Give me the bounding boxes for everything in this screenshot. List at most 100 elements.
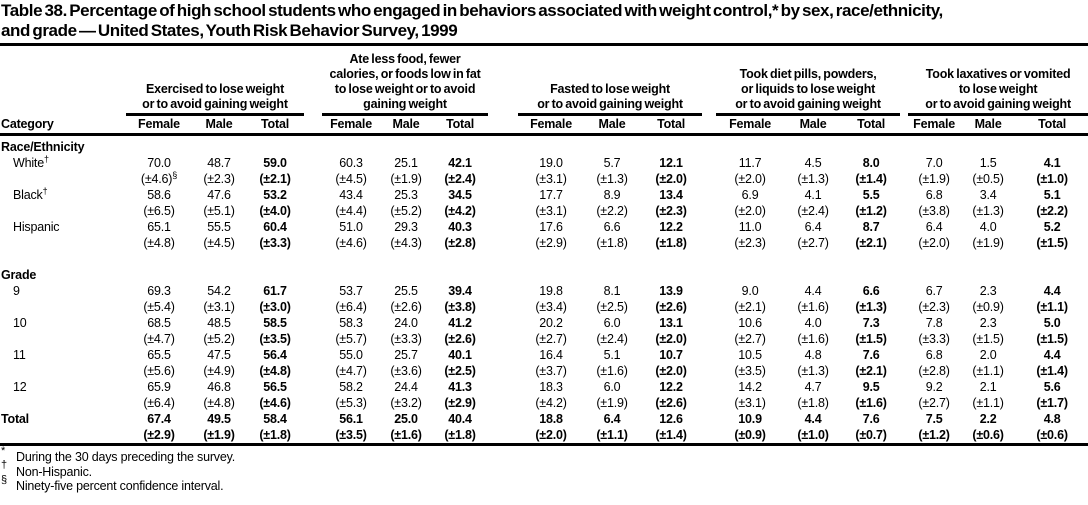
confidence-interval: (±5.1)	[203, 204, 235, 218]
percent-value: 4.1	[804, 188, 822, 202]
percent-value: 5.7	[603, 156, 621, 170]
confidence-interval: (±2.1)	[855, 364, 887, 378]
value-cell: 46.8 (±4.8)	[192, 379, 246, 411]
column-gap	[900, 46, 908, 115]
col-header-total: Total	[640, 114, 703, 136]
confidence-interval: (±2.3)	[655, 204, 687, 218]
column-gap	[304, 114, 323, 136]
percent-value: 16.4	[539, 348, 563, 362]
data-row-10: 10 68.5 (±4.7) 48.5 (±5.2) 58.5 (±3.5) 58.3 (±5.…	[0, 315, 1088, 347]
value-cell: 60.3 (±4.5)	[322, 155, 380, 187]
confidence-interval: (±2.6)	[655, 300, 687, 314]
value-cell: 8.7 (±2.1)	[842, 219, 900, 251]
confidence-interval: (±2.0)	[918, 236, 950, 250]
footnote-text: Non-Hispanic.	[16, 464, 92, 479]
value-cell: 6.0 (±1.9)	[584, 379, 640, 411]
column-gap	[488, 219, 518, 251]
statistics-table: Exercised to lose weight or to avoid gai…	[0, 46, 1088, 443]
percent-value: 5.0	[1043, 316, 1061, 330]
confidence-interval: (±1.0)	[1036, 172, 1068, 186]
percent-value: 49.5	[207, 412, 231, 426]
percent-value: 25.5	[394, 284, 418, 298]
confidence-interval: (±2.4)	[444, 172, 476, 186]
value-cell: 4.0 (±1.9)	[960, 219, 1016, 251]
percent-value: 7.6	[862, 412, 880, 426]
value-cell: 4.1 (±2.4)	[784, 187, 842, 219]
confidence-interval: (±4.2)	[444, 204, 476, 218]
confidence-interval: (±2.0)	[655, 172, 687, 186]
value-cell: 7.6 (±2.1)	[842, 347, 900, 379]
column-group-laxatives: Took laxatives or vomited to lose weight…	[908, 46, 1088, 116]
value-cell: 47.6 (±5.1)	[192, 187, 246, 219]
confidence-interval: (±2.3)	[734, 236, 766, 250]
confidence-interval: (±1.6)	[596, 364, 628, 378]
confidence-interval: (±1.1)	[1036, 300, 1068, 314]
confidence-interval: (±1.9)	[918, 172, 950, 186]
value-cell: 2.2 (±0.6)	[960, 411, 1016, 443]
percent-value: 41.3	[448, 380, 472, 394]
percent-value: 5.2	[1043, 220, 1061, 234]
confidence-interval: (±2.0)	[655, 364, 687, 378]
value-cell: 4.4 (±1.4)	[1016, 347, 1088, 379]
percent-value: 4.8	[1043, 412, 1061, 426]
value-cell: 9.5 (±1.6)	[842, 379, 900, 411]
value-cell: 40.3 (±2.8)	[432, 219, 488, 251]
row-label: 10	[13, 316, 27, 330]
col-header-female: Female	[322, 114, 381, 136]
value-cell: 39.4 (±3.8)	[432, 283, 488, 315]
percent-value: 18.8	[539, 412, 563, 426]
percent-value: 61.7	[263, 284, 287, 298]
column-gap	[900, 347, 908, 379]
footnote-text: During the 30 days preceding the survey.	[16, 450, 235, 464]
column-gap	[304, 379, 322, 411]
column-gap	[900, 283, 908, 315]
col-header-female: Female	[716, 114, 785, 136]
confidence-interval: (±5.2)	[390, 204, 422, 218]
percent-value: 2.3	[979, 284, 997, 298]
percent-value: 10.6	[738, 316, 762, 330]
confidence-interval: (±1.6)	[797, 332, 829, 346]
percent-value: 58.3	[339, 316, 363, 330]
percent-value: 53.2	[263, 188, 287, 202]
confidence-interval: (±3.8)	[444, 300, 476, 314]
confidence-interval: (±1.9)	[596, 396, 628, 410]
confidence-interval: (±3.5)	[259, 332, 291, 346]
column-group-ate-less: Ate less food, fewer calories, or foods …	[322, 46, 489, 116]
column-gap	[900, 379, 908, 411]
column-gap	[702, 379, 716, 411]
percent-value: 41.2	[448, 316, 472, 330]
column-gap	[900, 187, 908, 219]
column-gap	[488, 155, 518, 187]
value-cell: 3.4 (±1.3)	[960, 187, 1016, 219]
confidence-interval: (±3.1)	[535, 204, 567, 218]
percent-value: 40.1	[448, 348, 472, 362]
row-label: 12	[13, 380, 27, 394]
value-cell: 29.3 (±4.3)	[380, 219, 432, 251]
value-cell: 17.6 (±2.9)	[518, 219, 584, 251]
percent-value: 51.0	[339, 220, 363, 234]
col-header-total: Total	[246, 114, 305, 136]
value-cell: 5.6 (±1.7)	[1016, 379, 1088, 411]
confidence-interval: (±4.5)	[335, 172, 367, 186]
percent-value: 55.0	[339, 348, 363, 362]
value-cell: 47.5 (±4.9)	[192, 347, 246, 379]
confidence-interval: (±2.3)	[918, 300, 950, 314]
percent-value: 12.2	[659, 380, 683, 394]
value-cell: 8.9 (±2.2)	[584, 187, 640, 219]
col-header-female: Female	[908, 114, 961, 136]
confidence-interval: (±4.8)	[143, 236, 175, 250]
percent-value: 6.4	[804, 220, 822, 234]
percent-value: 65.1	[147, 220, 171, 234]
confidence-interval: (±2.8)	[444, 236, 476, 250]
confidence-interval: (±1.1)	[972, 396, 1004, 410]
percent-value: 47.6	[207, 188, 231, 202]
confidence-interval: (±3.1)	[203, 300, 235, 314]
confidence-interval: (±5.4)	[143, 300, 175, 314]
value-cell: 7.0 (±1.9)	[908, 155, 960, 187]
percent-value: 29.3	[394, 220, 418, 234]
value-cell: 4.4 (±1.6)	[784, 283, 842, 315]
percent-value: 4.4	[804, 412, 822, 426]
footnotes: * During the 30 days preceding the survey…	[0, 445, 1088, 494]
percent-value: 8.9	[603, 188, 621, 202]
confidence-interval: (±4.0)	[259, 204, 291, 218]
